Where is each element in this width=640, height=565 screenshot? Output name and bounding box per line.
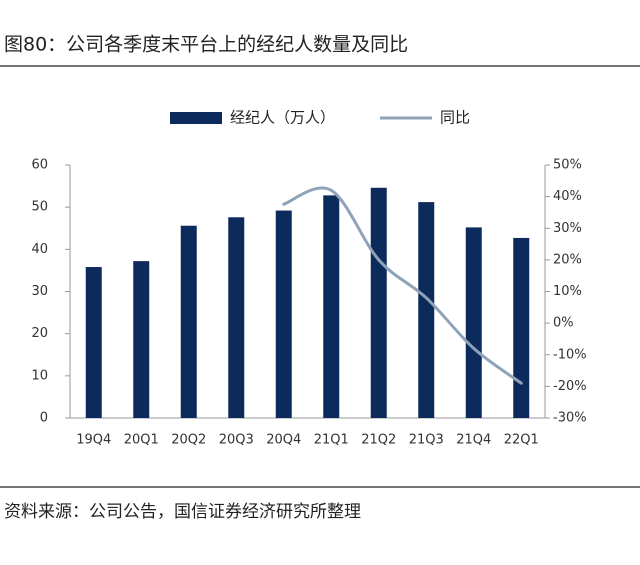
x-tick-label: 21Q3: [409, 433, 444, 448]
bar: [370, 187, 387, 418]
y-tick-label: 40: [31, 242, 48, 257]
x-tick-label: 21Q2: [361, 433, 396, 448]
x-tick-label: 21Q4: [456, 433, 491, 448]
x-tick-label: 21Q1: [314, 433, 349, 448]
bar: [275, 210, 292, 418]
y2-tick-label: 20%: [553, 252, 582, 267]
bar: [513, 237, 530, 418]
x-tick-label: 20Q4: [266, 433, 301, 448]
y2-tick-label: 10%: [553, 284, 582, 299]
y2-tick-label: -30%: [553, 411, 587, 426]
source: 资料来源：公司公告，国信证券经济研究所整理: [4, 502, 361, 522]
y2-tick-label: -10%: [553, 347, 587, 362]
y2-tick-label: -20%: [553, 379, 587, 394]
y2-tick-label: 40%: [553, 189, 582, 204]
bar: [85, 267, 102, 418]
bar: [323, 195, 340, 418]
legend-label: 经纪人（万人）: [230, 109, 335, 127]
chart-title: 图80：公司各季度末平台上的经纪人数量及同比: [4, 34, 408, 56]
y2-tick-label: 0%: [553, 316, 574, 331]
bar: [180, 225, 197, 418]
legend-swatch: [170, 112, 222, 124]
bar: [133, 261, 150, 418]
x-tick-label: 19Q4: [76, 433, 111, 448]
y2-tick-label: 30%: [553, 221, 582, 236]
y-tick-label: 0: [40, 411, 48, 426]
legend-label: 同比: [440, 109, 470, 127]
bar: [228, 217, 245, 418]
y2-tick-label: 50%: [553, 158, 582, 173]
x-tick-label: 22Q1: [504, 433, 539, 448]
bar: [418, 202, 435, 418]
line: [282, 186, 523, 385]
bar: [465, 227, 482, 418]
x-tick-label: 20Q1: [124, 433, 159, 448]
y-tick-label: 30: [31, 284, 48, 299]
y-tick-label: 50: [31, 200, 48, 215]
y-tick-label: 10: [31, 368, 48, 383]
x-tick-label: 20Q3: [219, 433, 254, 448]
y-tick-label: 20: [31, 326, 48, 341]
x-tick-label: 20Q2: [171, 433, 206, 448]
y-tick-label: 60: [31, 158, 48, 173]
